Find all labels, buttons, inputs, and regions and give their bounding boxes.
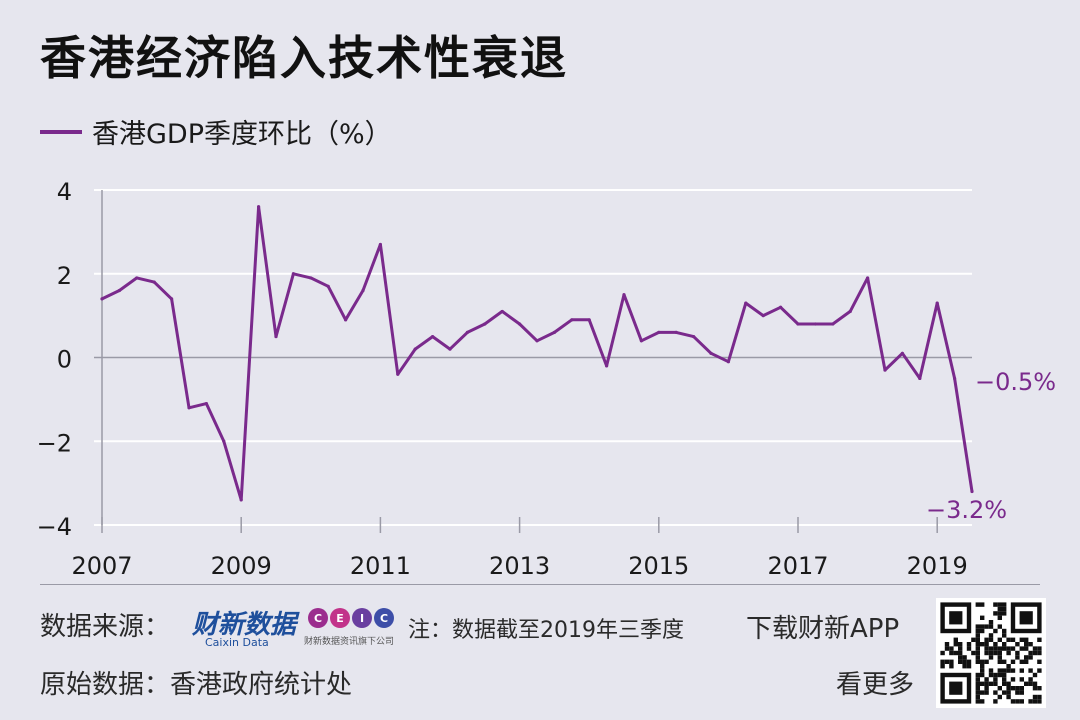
ceic-letter: C bbox=[308, 608, 328, 628]
data-point bbox=[622, 293, 626, 297]
x-tick-label: 2009 bbox=[211, 552, 272, 580]
data-point bbox=[326, 284, 330, 288]
data-point bbox=[483, 322, 487, 326]
x-tick-label: 2007 bbox=[71, 552, 132, 580]
data-point bbox=[100, 297, 104, 301]
caixin-logo: 财新数据 bbox=[192, 610, 297, 640]
x-tick-label: 2017 bbox=[767, 552, 828, 580]
x-tick-label: 2013 bbox=[489, 552, 550, 580]
data-point bbox=[796, 322, 800, 326]
data-point bbox=[813, 322, 818, 326]
data-point bbox=[883, 368, 887, 372]
data-point bbox=[309, 276, 313, 280]
data-point bbox=[465, 330, 469, 334]
ceic-letter: I bbox=[352, 608, 372, 628]
x-tick-label: 2019 bbox=[907, 552, 968, 580]
data-point bbox=[605, 364, 609, 368]
data-point bbox=[761, 314, 765, 318]
legend-label: 香港GDP季度环比（%） bbox=[92, 119, 392, 150]
y-tick-label: 0 bbox=[57, 346, 72, 374]
data-point bbox=[396, 372, 400, 376]
data-point bbox=[117, 288, 121, 293]
data-point bbox=[361, 288, 365, 293]
data-point bbox=[692, 334, 696, 339]
data-point bbox=[900, 351, 905, 355]
chart-title: 香港经济陷入技术性衰退 bbox=[40, 31, 568, 85]
data-point bbox=[274, 334, 278, 339]
data-point bbox=[657, 330, 661, 334]
data-point bbox=[413, 347, 417, 351]
ceic-letter: E bbox=[330, 608, 350, 628]
gdp-series-line bbox=[101, 205, 974, 502]
data-point bbox=[204, 401, 208, 406]
qr-code-icon[interactable] bbox=[936, 598, 1046, 708]
data-point bbox=[726, 360, 731, 364]
data-point bbox=[378, 242, 382, 247]
caixin-logo-sub: Caixin Data bbox=[205, 636, 269, 649]
y-tick-label: 2 bbox=[57, 262, 72, 290]
data-point bbox=[344, 318, 348, 322]
data-point bbox=[744, 301, 748, 305]
data-point bbox=[970, 489, 974, 494]
data-point bbox=[291, 272, 295, 276]
data-point bbox=[152, 280, 156, 284]
data-point bbox=[570, 318, 574, 322]
y-tick-label: 4 bbox=[57, 178, 72, 206]
data-point bbox=[709, 351, 713, 355]
original-source: 原始数据：香港政府统计处 bbox=[40, 670, 353, 700]
x-tick-label: 2015 bbox=[628, 552, 689, 580]
data-point bbox=[552, 330, 557, 334]
footer-divider bbox=[40, 584, 1040, 585]
data-point bbox=[431, 334, 435, 339]
data-point bbox=[135, 276, 139, 280]
x-tick-label: 2011 bbox=[350, 552, 411, 580]
data-point bbox=[639, 339, 644, 343]
legend-swatch bbox=[40, 129, 82, 134]
data-point bbox=[222, 439, 226, 443]
see-more-text: 看更多 bbox=[836, 670, 915, 700]
data-point bbox=[257, 205, 261, 209]
data-point bbox=[187, 406, 191, 410]
data-point bbox=[831, 322, 835, 326]
data-point bbox=[239, 498, 243, 502]
data-point bbox=[848, 309, 852, 314]
legend: 香港GDP季度环比（%） bbox=[40, 112, 392, 151]
y-tick-label: −4 bbox=[37, 513, 72, 541]
data-note: 注：数据截至2019年三季度 bbox=[408, 618, 684, 643]
data-point bbox=[587, 318, 591, 322]
data-point bbox=[866, 276, 870, 280]
data-point bbox=[779, 305, 783, 309]
download-app-text: 下载财新APP bbox=[746, 614, 900, 644]
data-point bbox=[518, 322, 522, 326]
data-point bbox=[535, 339, 539, 343]
y-tick-label: −2 bbox=[37, 429, 72, 457]
ceic-letter: C bbox=[374, 608, 394, 628]
data-point bbox=[448, 347, 452, 351]
data-point bbox=[935, 301, 939, 305]
data-point bbox=[918, 376, 922, 381]
data-point bbox=[674, 330, 678, 334]
data-point bbox=[500, 309, 504, 314]
data-point bbox=[170, 297, 174, 301]
ceic-logo: C E I C bbox=[308, 608, 394, 628]
ceic-logo-sub: 财新数据资讯旗下公司 bbox=[304, 637, 395, 647]
data-point bbox=[953, 376, 957, 381]
annotation-q3-2019: −3.2% bbox=[926, 496, 1007, 524]
annotation-q2-2019: −0.5% bbox=[975, 368, 1056, 396]
source-label: 数据来源： bbox=[40, 612, 171, 642]
